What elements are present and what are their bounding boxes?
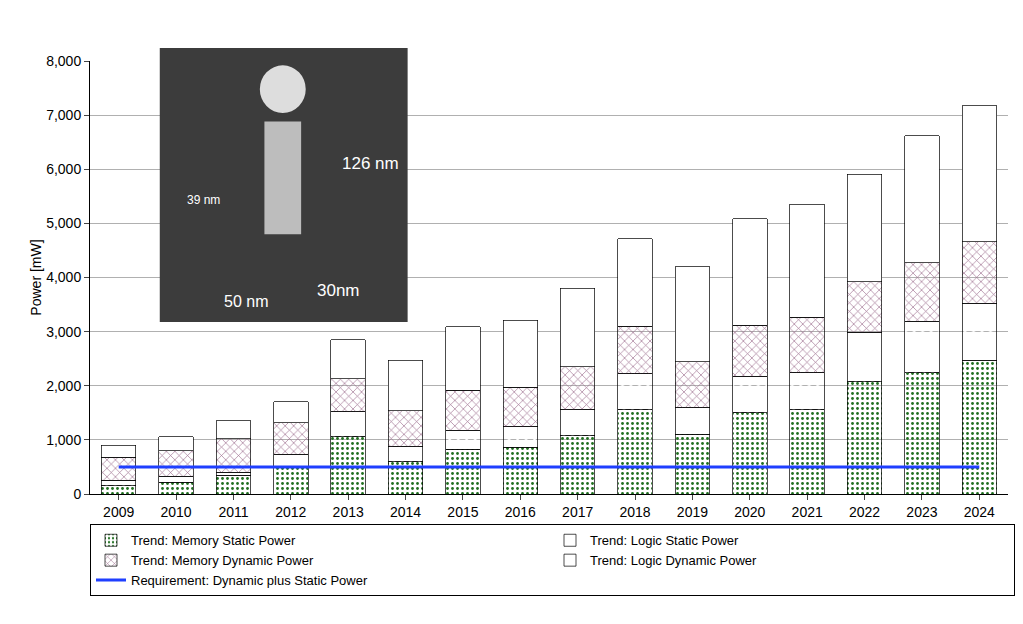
svg-text:2012: 2012 [275, 504, 306, 520]
svg-text:2016: 2016 [505, 504, 536, 520]
svg-text:Power [mW]: Power [mW] [28, 239, 44, 315]
svg-text:2,000: 2,000 [46, 378, 81, 394]
svg-text:2015: 2015 [447, 504, 478, 520]
svg-text:Trend: Logic Dynamic Power: Trend: Logic Dynamic Power [590, 553, 757, 568]
svg-text:2024: 2024 [964, 504, 995, 520]
svg-text:2021: 2021 [792, 504, 823, 520]
svg-text:Trend: Memory Dynamic Power: Trend: Memory Dynamic Power [131, 553, 314, 568]
svg-text:4,000: 4,000 [46, 269, 81, 285]
svg-text:3,000: 3,000 [46, 324, 81, 340]
svg-text:Trend: Memory Static Power: Trend: Memory Static Power [131, 533, 296, 548]
svg-text:5,000: 5,000 [46, 215, 81, 231]
svg-text:2023: 2023 [906, 504, 937, 520]
svg-text:Requirement: Dynamic plus Stat: Requirement: Dynamic plus Static Power [131, 573, 368, 588]
svg-text:39 nm: 39 nm [187, 193, 220, 207]
svg-text:Trend: Logic Static Power: Trend: Logic Static Power [590, 533, 739, 548]
svg-text:6,000: 6,000 [46, 161, 81, 177]
svg-text:50 nm: 50 nm [224, 293, 268, 310]
svg-text:2020: 2020 [734, 504, 765, 520]
svg-text:2011: 2011 [218, 504, 248, 520]
svg-text:7,000: 7,000 [46, 107, 81, 123]
svg-text:2009: 2009 [103, 504, 134, 520]
svg-text:2013: 2013 [333, 504, 364, 520]
svg-text:2014: 2014 [390, 504, 421, 520]
svg-text:8,000: 8,000 [46, 53, 81, 69]
svg-text:1,000: 1,000 [46, 432, 81, 448]
svg-text:2010: 2010 [160, 504, 191, 520]
svg-text:126 nm: 126 nm [342, 154, 399, 173]
svg-text:2019: 2019 [677, 504, 708, 520]
svg-text:2018: 2018 [619, 504, 650, 520]
svg-text:0: 0 [73, 486, 81, 502]
svg-text:30nm: 30nm [317, 281, 360, 300]
svg-text:2022: 2022 [849, 504, 880, 520]
svg-text:2017: 2017 [562, 504, 593, 520]
